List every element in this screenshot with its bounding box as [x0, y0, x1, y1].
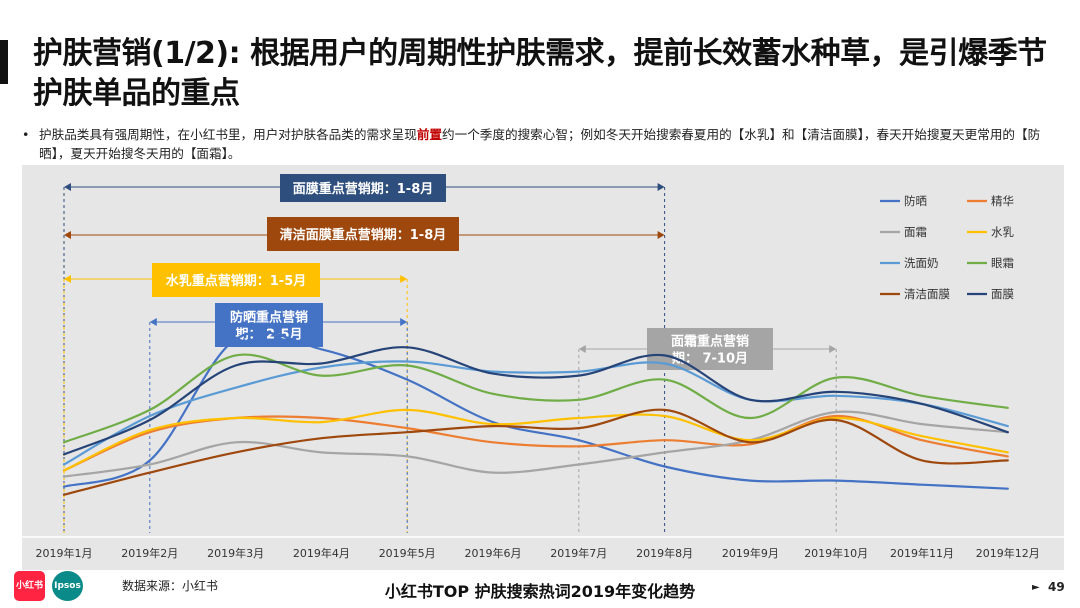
x-tick-label: 2019年12月	[976, 546, 1040, 560]
annotation-right-arrowhead	[657, 183, 665, 191]
bullet-text-after: 约一个季度的搜索心智；例如冬天开始搜索春夏用的【水乳】和【清洁面膜】，春天开始搜…	[39, 127, 1041, 161]
page-title: 护肤营销(1/2): 根据用户的周期性护肤需求，提前长效蓄水种草，是引爆季节护肤…	[33, 36, 1047, 111]
annotation-label-box	[280, 174, 446, 202]
x-tick-label: 2019年10月	[804, 546, 868, 560]
annotation-right-arrowhead	[400, 275, 408, 283]
annotation-label-box	[215, 303, 323, 347]
series-line-眼霜	[62, 353, 1009, 444]
annotation-left-arrowhead	[578, 345, 586, 353]
legend-label: 清洁面膜	[904, 287, 950, 301]
annotation-label: 清洁面膜重点营销期：1-8月	[280, 227, 447, 243]
series-line-清洁面膜	[62, 408, 1009, 496]
title-accent-bar	[0, 40, 8, 84]
legend-label: 面膜	[991, 287, 1014, 301]
series-line-面霜	[62, 410, 1009, 478]
annotation-left-arrowhead	[64, 183, 71, 191]
legend-label: 眼霜	[991, 256, 1014, 270]
annotation-label: 期： 2-5月	[235, 328, 302, 343]
data-source: 数据来源：小红书	[122, 579, 219, 593]
series-line-面膜	[62, 346, 1009, 456]
series-line-水乳	[62, 408, 1009, 472]
annotation-label: 期： 7-10月	[672, 352, 748, 367]
bullet-text-before: 护肤品类具有强周期性，在小红书里，用户对护肤各品类的需求呈现	[39, 127, 417, 142]
annotation-left-arrowhead	[64, 275, 71, 283]
summary-bullet: • 护肤品类具有强周期性，在小红书里，用户对护肤各品类的需求呈现前置约一个季度的…	[22, 125, 1062, 163]
footer-title: 小红书TOP 护肤搜索热词2019年变化趋势	[384, 582, 696, 601]
annotation-left-arrowhead	[64, 231, 71, 239]
x-tick-label: 2019年2月	[121, 546, 178, 560]
annotation-label: 面膜重点营销期：1-8月	[293, 181, 434, 197]
annotation-label-box	[152, 263, 320, 297]
trend-chart: 2019年1月 2019年2月 2019年3月 2019年4月 2019年5月 2019年…	[22, 174, 1064, 560]
x-tick-label: 2019年5月	[379, 546, 436, 560]
annotation-label: 水乳重点营销期：1-5月	[166, 273, 307, 289]
series-line-防晒	[62, 330, 1009, 490]
annotation-label-box	[647, 328, 773, 370]
annotation-right-arrowhead	[400, 318, 408, 326]
x-tick-label: 2019年7月	[550, 546, 607, 560]
bullet-text: 护肤品类具有强周期性，在小红书里，用户对护肤各品类的需求呈现前置约一个季度的搜索…	[39, 125, 1062, 163]
series-line-精华	[62, 414, 1009, 472]
annotation-left-arrowhead	[149, 318, 157, 326]
legend-label: 防晒	[904, 194, 927, 208]
x-tick-label: 2019年4月	[293, 546, 350, 560]
ipsos-logo: Ipsos	[52, 571, 83, 601]
annotation-label: 防晒重点营销	[230, 310, 308, 326]
page-arrow-icon: ►	[1032, 582, 1040, 593]
legend-label: 面霜	[904, 225, 927, 239]
x-tick-label: 2019年3月	[207, 546, 264, 560]
legend-label: 精华	[991, 194, 1014, 208]
annotation-right-arrowhead	[657, 231, 665, 239]
annotation-right-arrowhead	[829, 345, 837, 353]
series-line-洗面奶	[62, 360, 1009, 466]
annotation-label-box	[267, 217, 459, 251]
legend-label: 水乳	[991, 225, 1014, 239]
x-tick-label: 2019年1月	[36, 546, 93, 560]
xiaohongshu-logo: 小红书	[14, 571, 45, 601]
bullet-highlight: 前置	[416, 127, 442, 142]
bullet-marker: •	[22, 127, 30, 142]
chart-area: 2019年1月 2019年2月 2019年3月 2019年4月 2019年5月 2019年…	[22, 165, 1064, 570]
legend-label: 洗面奶	[904, 256, 939, 270]
x-tick-label: 2019年11月	[890, 546, 954, 560]
x-tick-label: 2019年9月	[722, 546, 779, 560]
x-tick-label: 2019年8月	[636, 546, 693, 560]
x-tick-label: 2019年6月	[465, 546, 522, 560]
page-number: 49	[1048, 580, 1065, 594]
annotation-label: 面霜重点营销	[671, 334, 749, 350]
